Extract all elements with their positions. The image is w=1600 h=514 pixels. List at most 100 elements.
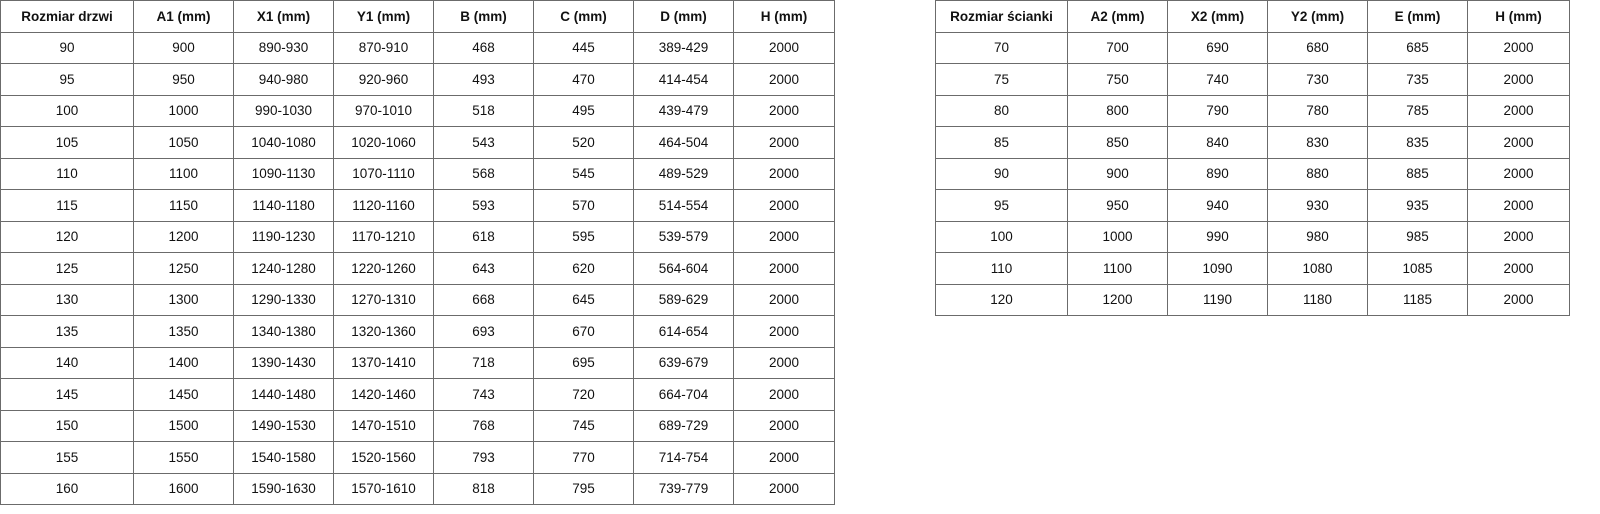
table-cell: 125 bbox=[0, 252, 134, 285]
table-cell: 110 bbox=[0, 157, 134, 190]
table-cell: 668 bbox=[433, 283, 534, 316]
table-cell: 850 bbox=[1067, 126, 1168, 159]
table-cell: 685 bbox=[1367, 31, 1468, 64]
table-cell: 795 bbox=[533, 472, 634, 505]
table-cell: 643 bbox=[433, 252, 534, 285]
table-cell: 518 bbox=[433, 94, 534, 127]
table-cell: 740 bbox=[1167, 63, 1268, 96]
table-cell: 1300 bbox=[133, 283, 234, 316]
table-cell: 2000 bbox=[733, 94, 835, 127]
table-cell: 830 bbox=[1267, 126, 1368, 159]
table-cell: 950 bbox=[1067, 189, 1168, 222]
table-cell: 940 bbox=[1167, 189, 1268, 222]
table-cell: 489-529 bbox=[633, 157, 734, 190]
table-cell: 543 bbox=[433, 126, 534, 159]
table-cell: 493 bbox=[433, 63, 534, 96]
table-cell: 135 bbox=[0, 315, 134, 348]
table-cell: 700 bbox=[1067, 31, 1168, 64]
table-cell: 130 bbox=[0, 283, 134, 316]
table-cell: 1190-1230 bbox=[233, 220, 334, 253]
table-cell: 890 bbox=[1167, 157, 1268, 190]
table-cell: 1190 bbox=[1167, 283, 1268, 316]
table-row: 105 1050 1040-1080 1020-1060 543 520 464-504 20… bbox=[0, 126, 835, 159]
table-cell: 568 bbox=[433, 157, 534, 190]
table-cell: 2000 bbox=[733, 63, 835, 96]
table-cell: 714-754 bbox=[633, 441, 734, 474]
table-cell: 1000 bbox=[1067, 220, 1168, 253]
table-cell: 743 bbox=[433, 378, 534, 411]
table-cell: 120 bbox=[935, 283, 1068, 316]
table-cell: 618 bbox=[433, 220, 534, 253]
table-cell: 689-729 bbox=[633, 409, 734, 442]
table-cell: 2000 bbox=[1467, 94, 1570, 127]
table-cell: 735 bbox=[1367, 63, 1468, 96]
table-cell: 1040-1080 bbox=[233, 126, 334, 159]
table-cell: 1020-1060 bbox=[333, 126, 434, 159]
table-cell: 1090-1130 bbox=[233, 157, 334, 190]
table-cell: 2000 bbox=[1467, 63, 1570, 96]
table-cell: 85 bbox=[935, 126, 1068, 159]
table-cell: 1550 bbox=[133, 441, 234, 474]
table-row: 85 850 840 830 835 2000 bbox=[935, 126, 1570, 159]
table-cell: 930 bbox=[1267, 189, 1368, 222]
table-cell: 840 bbox=[1167, 126, 1268, 159]
table-cell: 80 bbox=[935, 94, 1068, 127]
table-cell: 720 bbox=[533, 378, 634, 411]
table-cell: 900 bbox=[1067, 157, 1168, 190]
table-cell: 1100 bbox=[1067, 252, 1168, 285]
table-row: 80 800 790 780 785 2000 bbox=[935, 94, 1570, 127]
table-cell: 620 bbox=[533, 252, 634, 285]
table-cell: 2000 bbox=[733, 378, 835, 411]
table-cell: 614-654 bbox=[633, 315, 734, 348]
table-cell: 639-679 bbox=[633, 346, 734, 379]
table-header-row: Rozmiar drzwi A1 (mm) X1 (mm) Y1 (mm) B (mm)… bbox=[0, 0, 835, 33]
table-cell: 1370-1410 bbox=[333, 346, 434, 379]
column-header: Rozmiar drzwi bbox=[0, 0, 134, 33]
table-cell: 718 bbox=[433, 346, 534, 379]
table-cell: 750 bbox=[1067, 63, 1168, 96]
table-row: 115 1150 1140-1180 1120-1160 593 570 514-554 20… bbox=[0, 189, 835, 222]
table-cell: 140 bbox=[0, 346, 134, 379]
table-row: 70 700 690 680 685 2000 bbox=[935, 31, 1570, 64]
table-cell: 90 bbox=[935, 157, 1068, 190]
table-cell: 95 bbox=[935, 189, 1068, 222]
table-cell: 414-454 bbox=[633, 63, 734, 96]
table-row: 90 900 890-930 870-910 468 445 389-429 2000 bbox=[0, 31, 835, 64]
table-cell: 645 bbox=[533, 283, 634, 316]
table-cell: 940-980 bbox=[233, 63, 334, 96]
table-cell: 1240-1280 bbox=[233, 252, 334, 285]
table-cell: 1050 bbox=[133, 126, 234, 159]
table-cell: 785 bbox=[1367, 94, 1468, 127]
table-row: 140 1400 1390-1430 1370-1410 718 695 639-679 20… bbox=[0, 346, 835, 379]
table-cell: 595 bbox=[533, 220, 634, 253]
table-row: 75 750 740 730 735 2000 bbox=[935, 63, 1570, 96]
table-cell: 768 bbox=[433, 409, 534, 442]
table-cell: 1340-1380 bbox=[233, 315, 334, 348]
table-cell: 464-504 bbox=[633, 126, 734, 159]
table-cell: 1150 bbox=[133, 189, 234, 222]
table-cell: 900 bbox=[133, 31, 234, 64]
table-cell: 780 bbox=[1267, 94, 1368, 127]
table-cell: 514-554 bbox=[633, 189, 734, 222]
column-header: H (mm) bbox=[733, 0, 835, 33]
table-row: 160 1600 1590-1630 1570-1610 818 795 739-779 20… bbox=[0, 472, 835, 505]
table-cell: 2000 bbox=[733, 441, 835, 474]
table-cell: 1070-1110 bbox=[333, 157, 434, 190]
table-cell: 2000 bbox=[1467, 189, 1570, 222]
table-cell: 564-604 bbox=[633, 252, 734, 285]
table-cell: 1120-1160 bbox=[333, 189, 434, 222]
table-row: 100 1000 990-1030 970-1010 518 495 439-479 2000 bbox=[0, 94, 835, 127]
table-cell: 990 bbox=[1167, 220, 1268, 253]
table-cell: 1320-1360 bbox=[333, 315, 434, 348]
table-row: 135 1350 1340-1380 1320-1360 693 670 614-654 20… bbox=[0, 315, 835, 348]
table-cell: 1290-1330 bbox=[233, 283, 334, 316]
table-cell: 1220-1260 bbox=[333, 252, 434, 285]
table-cell: 539-579 bbox=[633, 220, 734, 253]
table-cell: 593 bbox=[433, 189, 534, 222]
column-header: D (mm) bbox=[633, 0, 734, 33]
table-cell: 695 bbox=[533, 346, 634, 379]
table-cell: 793 bbox=[433, 441, 534, 474]
table-cell: 1170-1210 bbox=[333, 220, 434, 253]
table-header-row: Rozmiar ścianki A2 (mm) X2 (mm) Y2 (mm) E (m… bbox=[935, 0, 1570, 33]
table-cell: 1200 bbox=[133, 220, 234, 253]
